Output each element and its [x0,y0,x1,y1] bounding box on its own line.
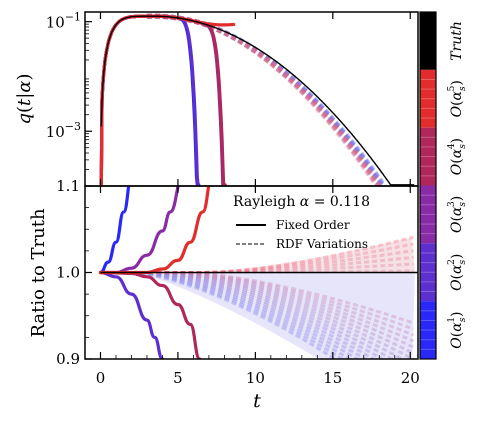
top-y-tick-label: 10−1 [46,11,81,32]
bottom-rdf-variation-line [100,271,353,359]
colorbar-label: O(αs5) [447,80,468,117]
x-tick-label: 15 [323,369,342,387]
bottom-rdf-lower-fill [131,272,415,359]
top-y-tick-label: 10−3 [46,120,81,141]
colorbar-label: O(αs2) [447,254,468,291]
bottom-fixed-order-ratio-line [98,270,164,359]
top-y-axis-label: q(t|α) [14,73,35,124]
bottom-rdf-upper-fill [193,237,415,273]
bottom-y-tick-label: 1.0 [56,264,80,282]
top-fixed-order-line [99,14,200,186]
top-fixed-order-line [99,14,227,186]
truth-line [100,15,415,186]
bottom-fixed-order-ratio-line [98,186,180,275]
legend-label-fixed-order: Fixed Order [276,218,350,232]
bottom-rdf-variation-line [100,271,346,359]
x-tick-label: 0 [96,369,106,387]
colorbar-label: O(αs1) [447,311,468,348]
colorbar-label: O(αs3) [447,196,468,233]
bottom-y-axis-label: Ratio to Truth [28,208,49,337]
x-tick-label: 10 [246,369,265,387]
colorbar-segment [420,12,436,70]
colorbar-label: O(αs4) [447,138,468,175]
colorbar-segment [420,127,436,186]
x-tick-label: 5 [173,369,183,387]
legend-title: Rayleigh α = 0.118 [233,194,370,210]
top-series-lines [99,14,415,186]
colorbar: O(αs1) O(αs2) O(αs3) O(αs4) O(αs5) Truth [419,11,468,360]
colorbar-segment [420,243,436,302]
top-fixed-order-line [99,14,201,186]
top-fixed-order-line [99,14,226,186]
colorbar-frame [419,11,437,360]
x-axis-label: t [253,390,261,412]
legend-label-rdf-variations: RDF Variations [276,237,368,251]
bottom-fixed-order-ratio-line [98,186,211,275]
x-axis-ticks: 0 5 10 15 20 [96,186,420,387]
bottom-rdf-variation-line [100,271,339,359]
bottom-ratio-lines [98,186,418,359]
bottom-panel: 0.9 1.0 1.1 0 5 10 15 20 [56,177,420,387]
bottom-y-tick-label: 0.9 [56,350,80,368]
bottom-y-ticks: 0.9 1.0 1.1 [56,177,92,368]
bottom-y-tick-label: 1.1 [56,177,80,195]
colorbar-segment [420,69,436,128]
colorbar-label: Truth [449,21,465,61]
bottom-fixed-order-ratio-line [98,186,131,275]
x-tick-label: 20 [401,369,420,387]
legend: Rayleigh α = 0.118 Fixed Order RDF Varia… [233,194,370,251]
bottom-rdf-variation-line [100,271,360,359]
colorbar-segment [420,301,436,359]
top-panel: 10−3 10−1 [46,11,419,187]
colorbar-segment [420,185,436,244]
